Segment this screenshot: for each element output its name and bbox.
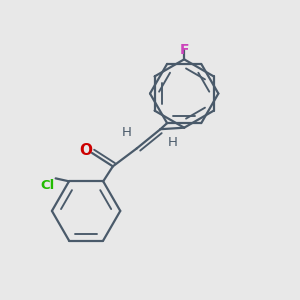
Text: F: F [179, 44, 189, 57]
Text: O: O [79, 142, 92, 158]
Text: Cl: Cl [40, 179, 55, 192]
Text: H: H [167, 136, 177, 149]
Text: H: H [121, 126, 131, 139]
